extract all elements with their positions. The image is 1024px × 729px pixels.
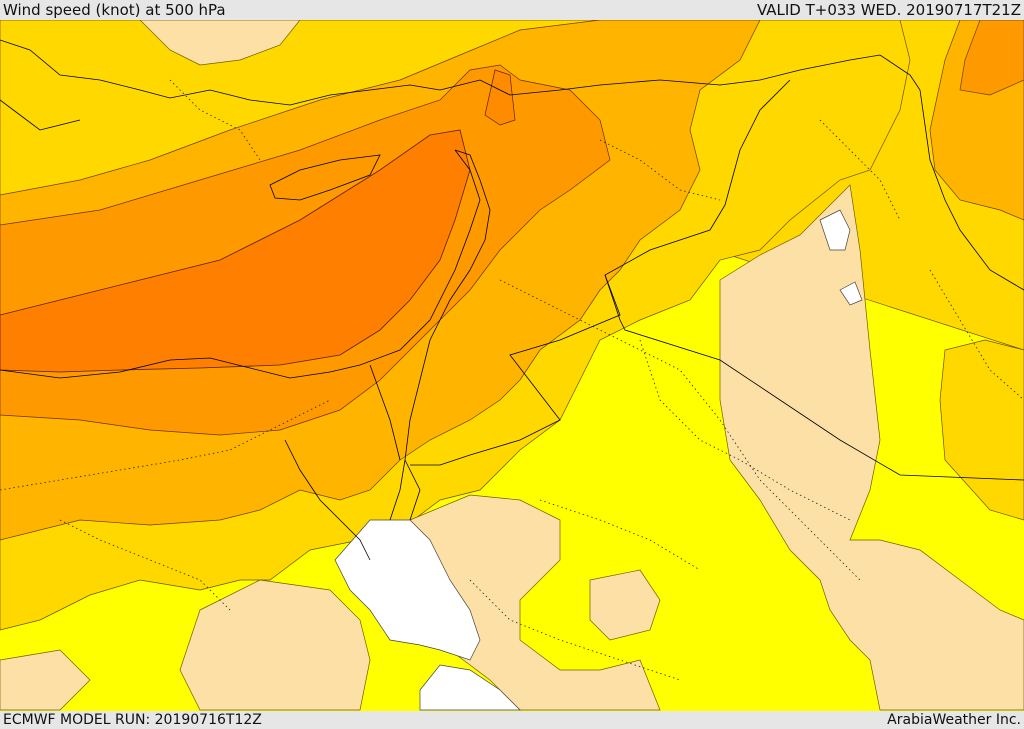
field-white-red-sea <box>334 519 481 661</box>
field-peach-sw <box>179 579 371 711</box>
field-peach-patch2 <box>0 649 91 711</box>
footer-bar: ECMWF MODEL RUN: 20190716T12Z ArabiaWeat… <box>0 711 1024 729</box>
field-white-east <box>819 209 851 251</box>
field-amber-east2 <box>959 20 1024 96</box>
political-borders <box>369 54 1024 481</box>
field-white-east2 <box>839 281 863 306</box>
field-white-south <box>419 664 521 711</box>
field-peach-nw <box>139 20 301 66</box>
map-title: Wind speed (knot) at 500 hPa <box>3 1 226 19</box>
field-peach-east <box>719 184 1024 711</box>
admin-borders <box>0 79 1024 681</box>
field-dark-orange <box>0 129 471 373</box>
coastlines <box>0 39 491 561</box>
model-run: ECMWF MODEL RUN: 20190716T12Z <box>3 712 262 728</box>
header-bar: Wind speed (knot) at 500 hPa VALID T+033… <box>0 0 1024 20</box>
valid-time: VALID T+033 WED. 20190717T21Z <box>756 1 1021 19</box>
field-dark-orange-small <box>484 69 516 126</box>
credit: ArabiaWeather Inc. <box>887 712 1021 728</box>
wind-speed-map <box>0 20 1024 711</box>
field-peach-patch <box>589 569 661 641</box>
